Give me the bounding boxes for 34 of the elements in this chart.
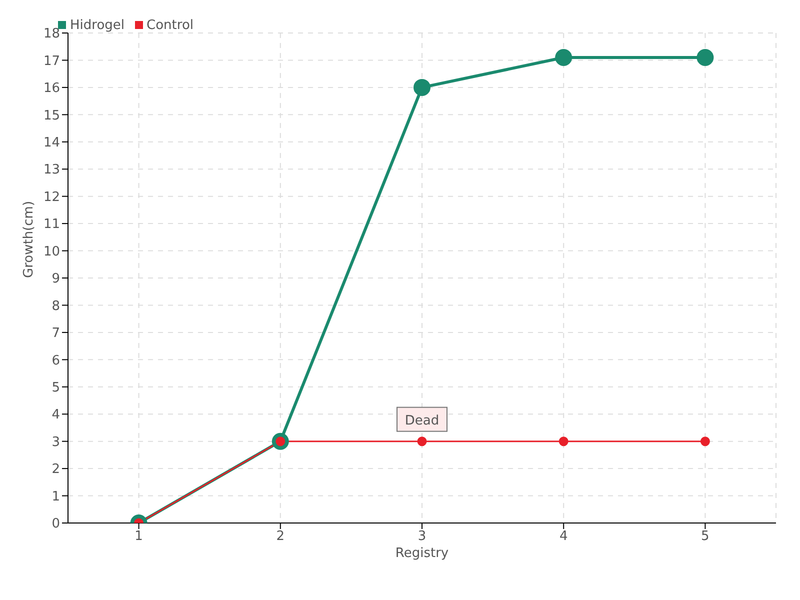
y-tick-label: 4	[52, 408, 60, 423]
y-tick-label: 8	[52, 298, 60, 314]
y-tick-label: 12	[43, 190, 60, 205]
y-tick-label: 1	[52, 489, 60, 504]
x-axis-title: Registry	[395, 546, 449, 561]
y-tick-label: 5	[52, 380, 60, 396]
y-tick-label: 17	[43, 54, 60, 69]
legend-label: Control	[146, 18, 194, 33]
y-tick-label: 10	[43, 244, 60, 260]
legend-label: Hidrogel	[70, 18, 125, 33]
y-axis-title: Growth(cm)	[22, 200, 37, 278]
y-tick-label: 16	[43, 81, 60, 96]
y-tick-label: 14	[43, 136, 60, 151]
point	[555, 49, 572, 66]
point	[696, 49, 714, 66]
y-tick-label: 15	[43, 108, 60, 124]
y-tick-label: 13	[43, 162, 60, 178]
x-tick-label: 5	[701, 529, 710, 544]
point	[414, 78, 430, 96]
y-tick-label: 2	[52, 462, 60, 478]
y-tick-label: 9	[52, 272, 60, 287]
y-tick-label: 18	[43, 26, 60, 42]
y-tick-label: 7	[52, 326, 60, 342]
annotation: Dead	[404, 413, 440, 428]
point	[558, 436, 568, 446]
y-tick-label: 3	[52, 434, 60, 450]
point	[700, 436, 710, 446]
y-tick-label: 11	[43, 217, 60, 232]
x-tick-label: 4	[559, 529, 568, 544]
x-tick-label: 1	[134, 529, 143, 544]
y-tick-label: 6	[52, 353, 60, 368]
x-tick-label: 2	[276, 529, 285, 544]
x-tick-label: 3	[418, 529, 426, 544]
y-tick-label: 0	[52, 516, 60, 532]
